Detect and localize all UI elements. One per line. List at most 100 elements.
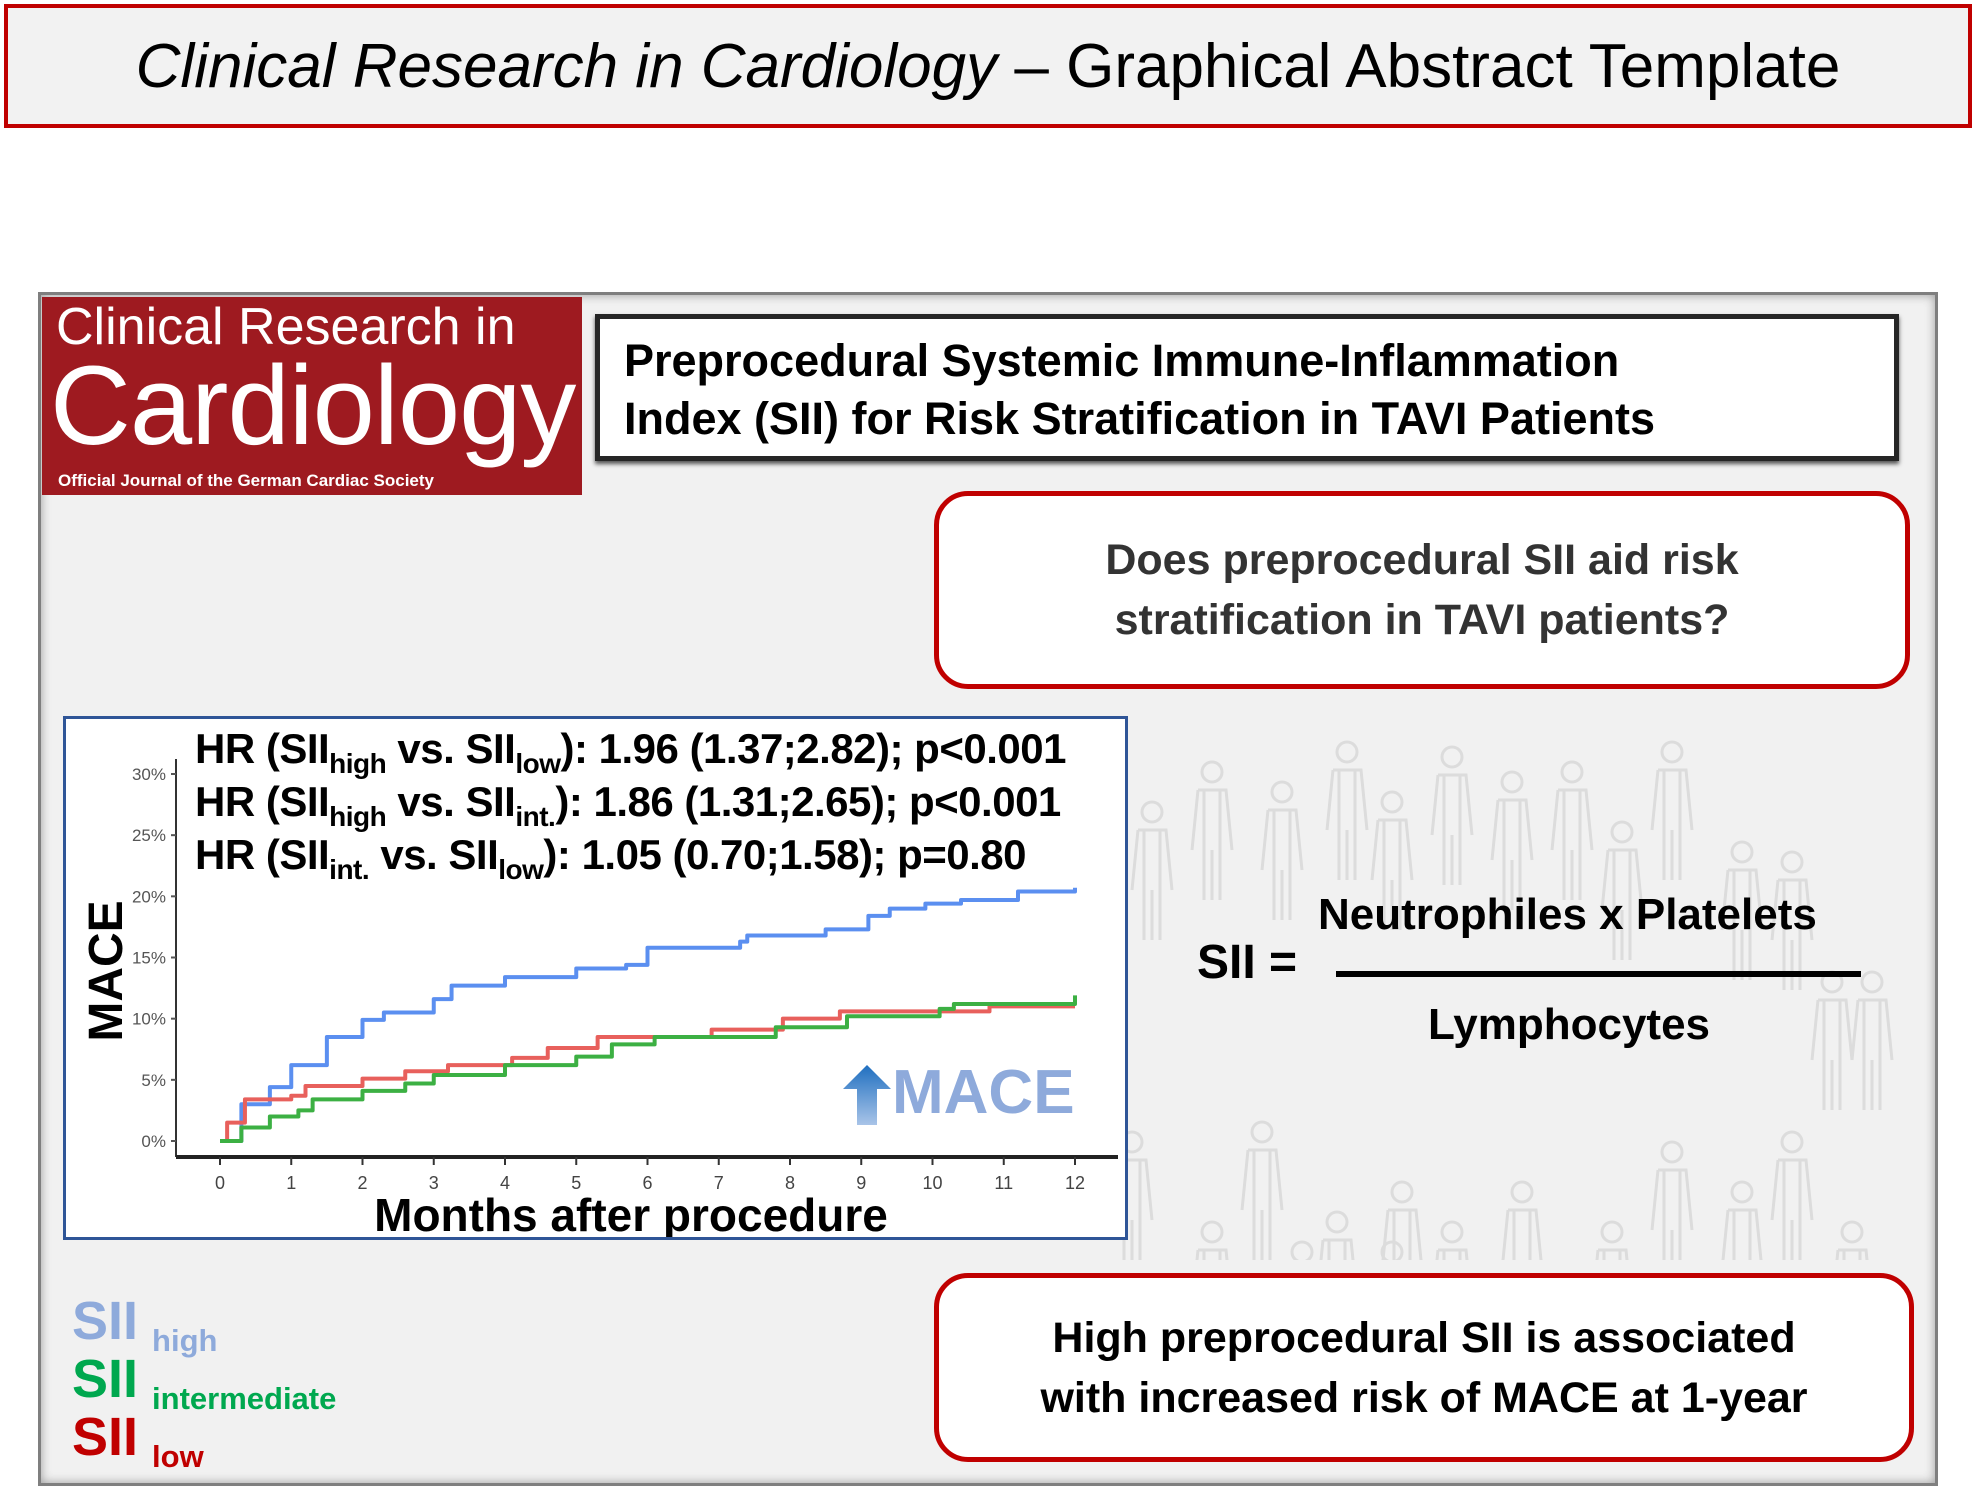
logo-line1: Clinical Research in	[56, 298, 516, 356]
series-line-sii-high	[220, 887, 1077, 1143]
person-icon	[1430, 745, 1474, 885]
legend-item: SII high	[72, 1290, 217, 1359]
y-tick-label: 10%	[132, 1010, 166, 1029]
mace-annotation: MACE	[892, 1058, 1075, 1127]
hr-text-part: HR (SII	[195, 831, 330, 878]
y-tick-label: 0%	[141, 1132, 166, 1151]
y-axis-title: MACE	[80, 900, 133, 1041]
person-icon	[1850, 970, 1894, 1110]
hr-text-part: vs. SII	[386, 725, 516, 772]
banner-journal: Clinical Research in Cardiology	[135, 31, 998, 101]
hr-text-part: ): 1.86 (1.31;2.65); p<0.001	[555, 778, 1061, 825]
x-tick-label: 1	[286, 1173, 296, 1193]
header-banner: Clinical Research in Cardiology – Graphi…	[4, 4, 1972, 128]
hazard-ratio-line: HR (SIIhigh vs. SIIlow): 1.96 (1.37;2.82…	[195, 725, 1067, 778]
hr-text-part: low	[498, 854, 544, 885]
x-tick-label: 8	[785, 1173, 795, 1193]
logo-line3: Official Journal of the German Cardiac S…	[58, 471, 434, 490]
formula-numerator: Neutrophiles x Platelets	[1318, 890, 1817, 939]
x-tick-label: 11	[994, 1173, 1013, 1193]
people-background-icon	[1110, 740, 1894, 1260]
person-icon	[1501, 1180, 1543, 1260]
person-icon	[1319, 1210, 1355, 1260]
y-tick-label: 30%	[132, 765, 166, 784]
study-title-line2: Index (SII) for Risk Stratification in T…	[624, 393, 1655, 444]
person-icon	[1370, 790, 1414, 930]
person-icon	[1195, 1220, 1229, 1260]
person-icon	[1595, 1220, 1629, 1260]
person-icon	[1720, 840, 1764, 980]
person-icon	[1835, 1220, 1869, 1260]
person-icon	[1810, 970, 1854, 1110]
hr-text-part: high	[329, 748, 387, 779]
person-icon	[1130, 800, 1174, 940]
legend-item: SII low	[72, 1406, 204, 1475]
x-tick-label: 4	[500, 1173, 510, 1193]
series-line-sii-intermediate	[220, 995, 1077, 1143]
hr-text-part: ): 1.96 (1.37;2.82); p<0.001	[560, 725, 1067, 772]
study-title-line1: Preprocedural Systemic Immune-Inflammati…	[624, 335, 1620, 386]
person-icon	[1380, 1240, 1404, 1260]
person-icon	[1190, 760, 1234, 900]
legend-sub: intermediate	[152, 1381, 337, 1416]
chart-svg: 0%5%10%15%20%25%30%0 1 2 3 4 5 6 7 8 9 10 11 12Month…	[80, 759, 1118, 1237]
hr-text-part: low	[515, 748, 561, 779]
question-line1: Does preprocedural SII aid risk	[1105, 536, 1739, 584]
x-tick-label: 7	[714, 1173, 724, 1193]
journal-logo: Clinical Research in Cardiology Official…	[42, 297, 582, 495]
x-tick-label: 9	[856, 1173, 866, 1193]
person-icon	[1435, 1220, 1469, 1260]
person-icon	[1650, 740, 1694, 880]
hr-text-part: ): 1.05 (0.70;1.58); p=0.80	[543, 831, 1027, 878]
legend-main: SII	[72, 1407, 139, 1467]
logo-line2: Cardiology	[50, 343, 576, 468]
arrow-up-icon	[843, 1065, 891, 1125]
person-icon	[1550, 760, 1594, 900]
hr-text-part: int.	[515, 801, 556, 832]
kaplan-meier-chart: 0% 5% 10% 15% 20% 25% 30% 0 1 2 3 4 5 6 7 8 9 10 11 12 Month…	[63, 716, 1128, 1240]
study-title-box: Preprocedural Systemic Immune-Inflammati…	[595, 314, 1899, 461]
formula-lhs: SII =	[1197, 936, 1298, 989]
formula-denominator: Lymphocytes	[1428, 1000, 1711, 1049]
conclusion-line2: with increased risk of MACE at 1-year	[1040, 1373, 1808, 1422]
x-tick-label: 2	[357, 1173, 367, 1193]
legend-sub: high	[152, 1323, 218, 1358]
person-icon	[1650, 1140, 1694, 1260]
y-tick-label: 25%	[132, 826, 166, 845]
x-tick-label: 12	[1065, 1173, 1085, 1193]
person-icon	[1721, 1180, 1763, 1260]
legend-main: SII	[72, 1291, 139, 1351]
person-icon	[1770, 850, 1814, 990]
x-tick-label: 6	[642, 1173, 652, 1193]
conclusion-box: High preprocedural SII is associated wit…	[934, 1273, 1914, 1462]
conclusion-line1: High preprocedural SII is associated	[1052, 1313, 1796, 1362]
x-tick-label: 3	[429, 1173, 439, 1193]
hr-text-part: HR (SII	[195, 778, 330, 825]
person-icon	[1600, 820, 1644, 960]
y-tick-label: 5%	[141, 1071, 166, 1090]
person-icon	[1325, 740, 1369, 880]
person-icon	[1240, 1120, 1284, 1260]
question-line2: stratification in TAVI patients?	[1114, 596, 1730, 644]
person-icon	[1381, 1180, 1423, 1260]
fraction-bar	[1336, 971, 1861, 977]
y-tick-label: 20%	[132, 887, 166, 906]
hr-text-part: high	[329, 801, 387, 832]
hazard-ratio-line: HR (SIIhigh vs. SIIint.): 1.86 (1.31;2.6…	[195, 778, 1061, 831]
legend-sub: low	[152, 1439, 204, 1474]
person-icon	[1770, 1130, 1814, 1260]
hr-text-part: HR (SII	[195, 725, 330, 772]
x-axis-title: Months after procedure	[374, 1189, 888, 1237]
hr-text-part: int.	[329, 854, 370, 885]
person-icon	[1290, 1240, 1314, 1260]
legend-item: SII intermediate	[72, 1348, 336, 1417]
person-icon	[1490, 770, 1534, 910]
x-tick-label: 10	[922, 1173, 942, 1193]
y-tick-label: 15%	[132, 949, 166, 968]
x-tick-label: 0	[215, 1173, 225, 1193]
hr-text-part: vs. SII	[369, 831, 499, 878]
hazard-ratio-line: HR (SIIint. vs. SIIlow): 1.05 (0.70;1.58…	[195, 831, 1027, 884]
x-tick-label: 5	[571, 1173, 581, 1193]
question-box: Does preprocedural SII aid risk stratifi…	[934, 491, 1910, 689]
person-icon	[1260, 780, 1304, 920]
